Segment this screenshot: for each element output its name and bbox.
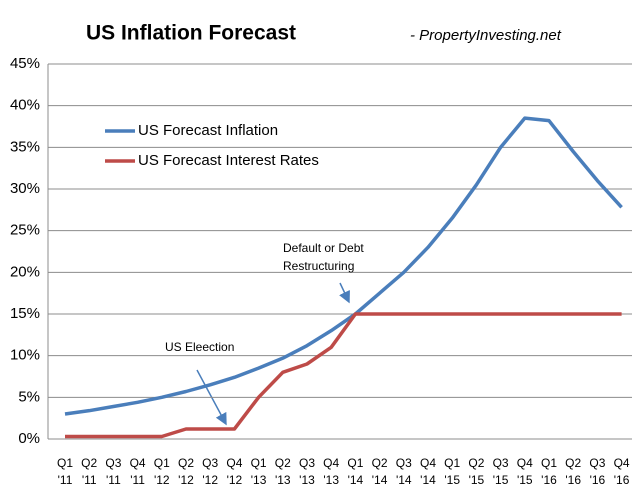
y-tick-label: 0%: [18, 430, 40, 447]
x-tick-label: Q4 '11: [129, 456, 146, 487]
legend-label: US Forecast Interest Rates: [138, 152, 319, 169]
annotation: US Eleection: [165, 340, 235, 354]
x-tick-label: Q2 '13: [274, 456, 291, 487]
x-tick-label: Q4 '13: [323, 456, 340, 487]
x-tick-label: Q1 '12: [153, 456, 170, 487]
x-tick-label: Q4 '12: [226, 456, 243, 487]
legend-label: US Forecast Inflation: [138, 122, 278, 139]
x-tick-label: Q1 '13: [250, 456, 267, 487]
series-line: [65, 312, 622, 439]
y-tick-label: 5%: [18, 388, 40, 405]
x-tick-label: Q4 '16: [613, 456, 630, 487]
x-tick-label: Q1 '14: [347, 456, 364, 487]
annotation-arrow: [339, 282, 350, 304]
x-tick-label: Q1 '11: [56, 456, 73, 487]
annotation: Default or Debt Restructuring: [283, 241, 364, 273]
x-tick-label: Q1 '15: [444, 456, 461, 487]
y-tick-label: 35%: [10, 138, 40, 155]
y-tick-label: 40%: [10, 97, 40, 114]
series-line: [64, 116, 623, 416]
chart-title: US Inflation Forecast: [86, 22, 296, 45]
x-tick-label: Q2 '14: [371, 456, 388, 487]
y-tick-label: 20%: [10, 263, 40, 280]
y-tick-label: 15%: [10, 305, 40, 322]
x-tick-label: Q3 '14: [395, 456, 412, 487]
x-tick-label: Q3 '15: [492, 456, 509, 487]
x-tick-label: Q3 '13: [298, 456, 315, 487]
x-tick-label: Q3 '11: [105, 456, 122, 487]
y-tick-label: 45%: [10, 55, 40, 72]
x-tick-label: Q3 '12: [202, 456, 219, 487]
x-tick-label: Q1 '16: [540, 456, 557, 487]
x-tick-label: Q2 '11: [81, 456, 98, 487]
y-tick-label: 25%: [10, 222, 40, 239]
x-tick-label: Q2 '12: [177, 456, 194, 487]
x-tick-label: Q3 '16: [589, 456, 606, 487]
chart-subtitle: - PropertyInvesting.net: [410, 27, 562, 44]
y-tick-label: 30%: [10, 180, 40, 197]
x-tick-label: Q2 '15: [468, 456, 485, 487]
x-tick-label: Q2 '16: [565, 456, 582, 487]
x-tick-label: Q4 '14: [419, 456, 436, 487]
y-tick-label: 10%: [10, 347, 40, 364]
x-tick-label: Q4 '15: [516, 456, 533, 487]
